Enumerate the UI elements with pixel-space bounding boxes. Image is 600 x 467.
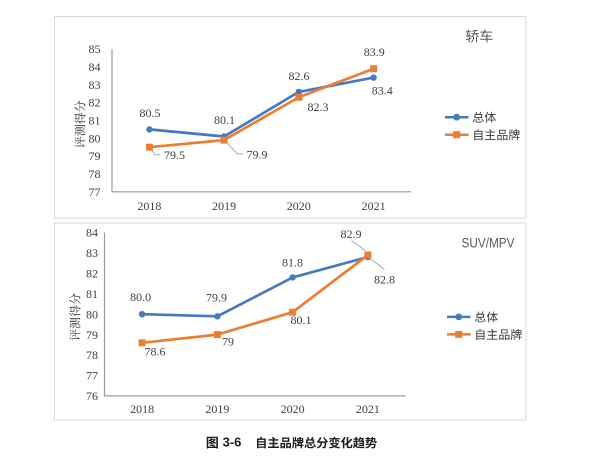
svg-text:82.9: 82.9 [341, 227, 362, 241]
svg-text:79: 79 [86, 328, 98, 342]
svg-text:2020: 2020 [287, 199, 311, 213]
svg-text:2021: 2021 [362, 199, 386, 213]
svg-text:2020: 2020 [281, 402, 305, 416]
svg-text:84: 84 [89, 60, 101, 74]
svg-text:2019: 2019 [212, 199, 236, 213]
svg-text:SUV/MPV: SUV/MPV [462, 236, 515, 251]
svg-text:76: 76 [86, 389, 98, 403]
svg-text:78: 78 [89, 167, 101, 181]
svg-text:77: 77 [89, 185, 101, 199]
svg-text:80.1: 80.1 [291, 313, 312, 327]
svg-text:83.4: 83.4 [372, 83, 393, 97]
svg-text:78: 78 [86, 348, 98, 362]
svg-text:81: 81 [89, 114, 101, 128]
svg-text:81: 81 [86, 287, 98, 301]
svg-text:2019: 2019 [205, 402, 229, 416]
svg-text:83: 83 [89, 78, 101, 92]
svg-text:83.9: 83.9 [364, 45, 385, 59]
svg-text:79: 79 [222, 334, 234, 348]
svg-text:82: 82 [89, 96, 101, 110]
svg-text:3-6: 3-6 [223, 434, 242, 449]
svg-text:80: 80 [89, 131, 101, 145]
svg-text:81.8: 81.8 [282, 256, 303, 270]
svg-text:80.5: 80.5 [140, 106, 161, 120]
svg-text:85: 85 [89, 42, 101, 56]
svg-text:82.3: 82.3 [308, 100, 329, 114]
svg-text:79: 79 [89, 149, 101, 163]
svg-text:79.9: 79.9 [247, 148, 268, 162]
svg-text:80.1: 80.1 [214, 113, 235, 127]
svg-text:80.0: 80.0 [130, 290, 151, 304]
svg-text:84: 84 [86, 226, 98, 240]
svg-text:79.5: 79.5 [164, 148, 185, 162]
svg-text:77: 77 [86, 369, 98, 383]
svg-text:2018: 2018 [137, 199, 161, 213]
svg-text:2021: 2021 [356, 402, 380, 416]
svg-text:80: 80 [86, 307, 98, 321]
svg-text:83: 83 [86, 246, 98, 260]
svg-text:82.6: 82.6 [289, 69, 310, 83]
svg-text:82.8: 82.8 [374, 273, 395, 287]
svg-text:78.6: 78.6 [145, 344, 166, 358]
svg-text:2018: 2018 [130, 402, 154, 416]
svg-text:82: 82 [86, 266, 98, 280]
svg-text:79.9: 79.9 [206, 290, 227, 304]
